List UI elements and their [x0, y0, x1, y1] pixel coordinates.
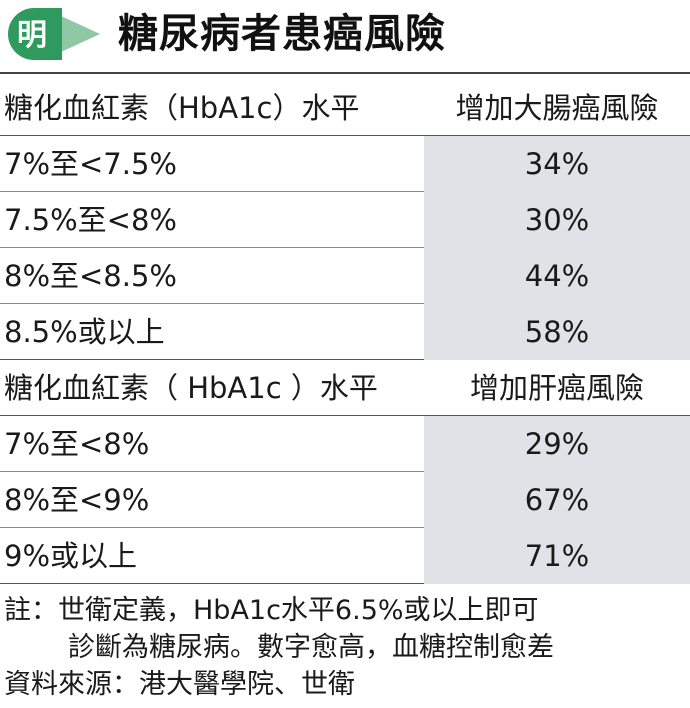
- table-row: 7.5%至<8% 30%: [0, 192, 690, 248]
- note-definition: 註：世衛定義，HbA1c水平6.5%或以上即可: [4, 595, 539, 626]
- risk-value-cell: 67%: [424, 472, 690, 528]
- header: 明 糖尿病者患癌風險: [0, 0, 690, 72]
- table-row: 8%至<8.5% 44%: [0, 248, 690, 304]
- column-header-risk: 增加大腸癌風險: [455, 91, 659, 125]
- risk-value-cell: 30%: [424, 192, 690, 248]
- table-row: 8%至<9% 67%: [0, 472, 690, 528]
- note-explanation: 診斷為糖尿病。數字愈高，血糖控制愈差: [68, 632, 554, 663]
- risk-value-cell: 58%: [424, 304, 690, 360]
- column-header-level: 糖化血紅素（ HbA1c ）水平: [4, 371, 378, 405]
- table-row: 7%至<7.5% 34%: [0, 136, 690, 192]
- hba1c-level-cell: 8%至<8.5%: [4, 259, 177, 293]
- risk-value-cell: 29%: [424, 416, 690, 472]
- hba1c-level-cell: 7.5%至<8%: [4, 203, 177, 237]
- section-header-row: 糖化血紅素（HbA1c）水平 增加大腸癌風險: [0, 80, 690, 136]
- hba1c-level-cell: 8.5%或以上: [4, 315, 165, 349]
- table-row: 9%或以上 71%: [0, 528, 690, 584]
- logo-badge-icon: 明: [8, 8, 100, 60]
- risk-value-cell: 44%: [424, 248, 690, 304]
- notes: 註：世衛定義，HbA1c水平6.5%或以上即可 診斷為糖尿病。數字愈高，血糖控制…: [4, 592, 690, 703]
- hba1c-level-cell: 7%至<8%: [4, 427, 150, 461]
- risk-value-cell: 34%: [424, 136, 690, 192]
- hba1c-level-cell: 7%至<7.5%: [4, 147, 177, 181]
- hba1c-level-cell: 8%至<9%: [4, 483, 150, 517]
- hba1c-level-cell: 9%或以上: [4, 539, 138, 573]
- table-row: 7%至<8% 29%: [0, 416, 690, 472]
- table-row: 8.5%或以上 58%: [0, 304, 690, 360]
- column-header-level: 糖化血紅素（HbA1c）水平: [4, 91, 360, 125]
- logo-char: 明: [17, 18, 47, 53]
- column-header-risk: 增加肝癌風險: [469, 371, 644, 405]
- risk-value-cell: 71%: [424, 528, 690, 584]
- newspaper-logo: 明: [4, 4, 102, 64]
- page-title: 糖尿病者患癌風險: [118, 11, 446, 57]
- section-header-row: 糖化血紅素（ HbA1c ）水平 增加肝癌風險: [0, 360, 690, 416]
- data-table: 糖化血紅素（HbA1c）水平 增加大腸癌風險 7%至<7.5% 34% 7.5%至<8%…: [0, 80, 690, 584]
- logo-circle-shape: [8, 8, 62, 60]
- source-credit: 資料來源：港大醫學院、世衛: [4, 669, 355, 700]
- top-rule: [0, 72, 690, 74]
